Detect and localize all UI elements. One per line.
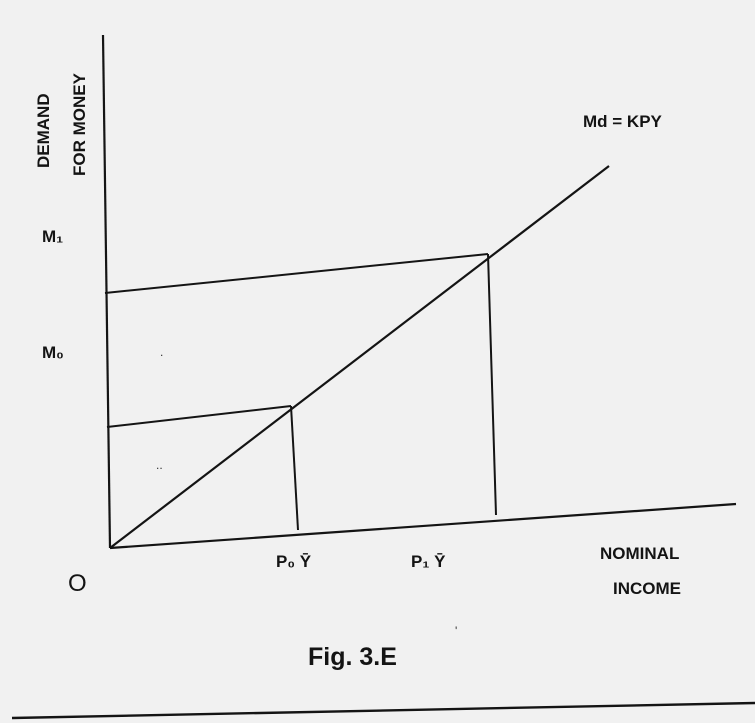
x-axis-label-line2: INCOME	[613, 579, 681, 598]
y-axis-label: DEMAND FOR MONEY	[18, 30, 103, 190]
speck: ..	[156, 458, 163, 472]
p0y-vertical-guide	[290, 405, 299, 531]
y-axis-label-line2: FOR MONEY	[70, 73, 89, 176]
x-axis-label-line1: NOMINAL	[600, 544, 680, 563]
md-kpy-line	[109, 165, 610, 549]
x-tick-p0y: P₀ Ȳ	[276, 552, 312, 571]
x-tick-p1y: P₁ Ȳ	[411, 552, 446, 571]
y-tick-m1: M₁	[42, 227, 64, 246]
m0-horizontal-guide	[106, 405, 292, 428]
bottom-border	[11, 701, 755, 720]
y-axis	[101, 34, 112, 549]
y-axis-label-line1: DEMAND	[34, 93, 53, 168]
curve-label: Md = KPY	[583, 112, 662, 131]
figure-caption: Fig. 3.E	[308, 643, 397, 671]
speck: .	[160, 345, 164, 359]
y-tick-m0: M₀	[42, 343, 64, 362]
p1y-vertical-guide	[487, 253, 497, 516]
m1-horizontal-guide	[104, 253, 489, 294]
speck: '	[455, 624, 458, 638]
x-axis	[109, 502, 737, 550]
origin-label: O	[68, 570, 87, 597]
